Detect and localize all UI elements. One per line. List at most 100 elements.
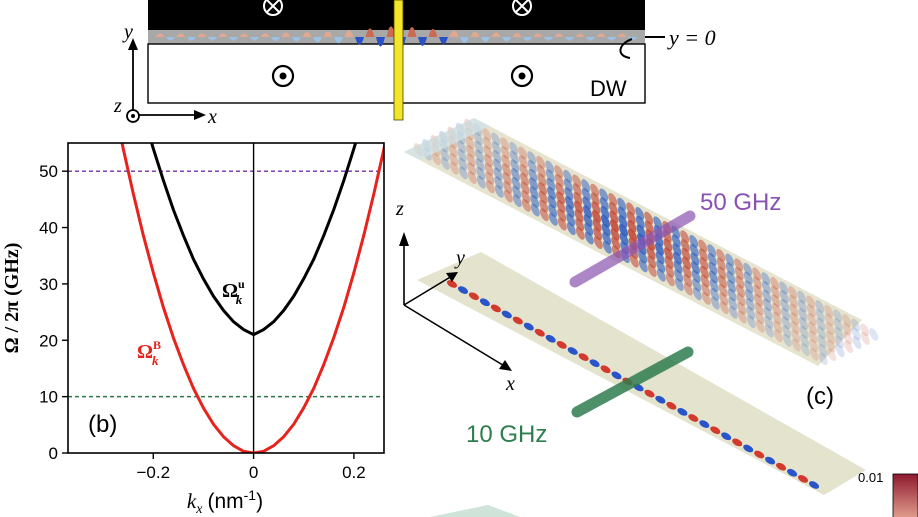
field-blob-50ghz: [629, 254, 639, 268]
field-blob-50ghz: [548, 204, 558, 218]
field-blob-50ghz: [708, 261, 718, 275]
field-blob-50ghz: [548, 212, 558, 226]
field-blob-50ghz: [683, 273, 693, 287]
field-blob-50ghz: [590, 192, 600, 206]
colorbar: [892, 473, 918, 517]
field-blob-50ghz: [593, 236, 603, 250]
field-blob-10ghz: [666, 401, 677, 410]
field-blob-50ghz: [681, 247, 691, 261]
field-blob-50ghz: [826, 330, 835, 344]
field-blob-50ghz: [566, 213, 576, 227]
field-blob-50ghz: [728, 297, 738, 311]
wave-lobe: [449, 30, 459, 37]
field-blob-50ghz: [689, 243, 699, 257]
field-blob-50ghz: [573, 191, 583, 205]
field-blob-50ghz: [574, 209, 584, 223]
field-blob-50ghz: [746, 315, 756, 329]
field-blob-50ghz: [466, 144, 475, 158]
field-blob-50ghz: [626, 202, 636, 216]
field-blob-50ghz: [824, 304, 834, 318]
field-blob-50ghz: [431, 152, 441, 166]
field-blob-50ghz: [753, 284, 763, 298]
field-blob-50ghz: [590, 183, 600, 197]
spin-wave-lobes: [155, 26, 637, 49]
field-blob-50ghz: [554, 165, 564, 179]
field-blob-50ghz: [618, 215, 628, 229]
field-blob-50ghz: [565, 204, 575, 218]
field-blob-50ghz: [647, 264, 657, 277]
field-blob-50ghz: [555, 182, 565, 196]
field-blob-50ghz: [799, 325, 809, 339]
field-blob-50ghz: [755, 319, 765, 333]
series-label-omega-u: Ωu k: [222, 277, 245, 307]
field-blob-50ghz: [593, 227, 603, 241]
field-blob-50ghz: [808, 321, 817, 335]
field-blob-50ghz: [718, 275, 727, 288]
field-blob-10ghz: [501, 310, 512, 319]
field-blob-10ghz: [688, 414, 699, 422]
field-blob-50ghz: [707, 244, 717, 258]
field-blob-50ghz: [709, 270, 718, 284]
field-blob-50ghz: [521, 198, 531, 212]
field-blob-50ghz: [673, 251, 682, 265]
field-blob-50ghz: [644, 211, 654, 225]
field-blob-50ghz: [518, 155, 528, 169]
field-blob-50ghz: [474, 140, 484, 154]
sheet-50ghz-pattern: [404, 118, 879, 366]
field-blob-50ghz: [457, 148, 467, 162]
field-blob-10ghz: [457, 286, 469, 294]
field-blob-50ghz: [536, 164, 546, 178]
field-blob-10ghz: [545, 334, 556, 343]
axis-z-label-a: z: [113, 95, 122, 117]
field-blob-50ghz: [503, 189, 513, 203]
field-blob-50ghz: [529, 186, 539, 200]
field-blob-50ghz: [815, 308, 825, 322]
wave-lobe: [239, 33, 249, 37]
field-blob-50ghz: [725, 262, 735, 276]
field-blob-50ghz: [501, 154, 511, 168]
field-blob-50ghz: [833, 309, 843, 323]
field-blob-50ghz: [770, 276, 780, 290]
field-blob-50ghz: [617, 206, 627, 220]
field-blob-50ghz: [491, 141, 501, 155]
field-blob-50ghz: [716, 257, 726, 271]
field-blob-50ghz: [610, 219, 619, 233]
field-blob-50ghz: [763, 307, 773, 320]
field-blob-50ghz: [602, 240, 612, 254]
field-blob-50ghz: [539, 208, 549, 222]
field-blob-50ghz: [466, 153, 476, 167]
field-blob-50ghz: [806, 295, 816, 309]
field-blob-50ghz: [626, 211, 636, 225]
field-blob-50ghz: [727, 279, 736, 293]
field-blob-50ghz: [592, 218, 602, 232]
field-blob-50ghz: [701, 283, 711, 297]
field-blob-50ghz: [699, 257, 709, 270]
field-blob-50ghz: [725, 253, 735, 267]
series-u-sub: k: [236, 292, 243, 307]
field-blob-50ghz: [656, 268, 666, 282]
field-blob-10ghz: [490, 304, 501, 313]
field-blob-50ghz: [789, 303, 799, 317]
field-blob-50ghz: [746, 306, 756, 320]
field-blob-50ghz: [788, 286, 798, 300]
field-blob-50ghz: [646, 246, 656, 260]
field-blob-50ghz: [665, 264, 675, 278]
panel-label-b: (b): [88, 411, 117, 438]
field-blob-10ghz: [808, 481, 820, 489]
field-blob-50ghz: [842, 322, 852, 336]
field-blob-50ghz: [502, 163, 511, 177]
field-blob-10ghz: [710, 426, 721, 435]
field-blob-50ghz: [818, 352, 828, 366]
field-blob-50ghz: [600, 205, 610, 219]
field-blob-50ghz: [692, 278, 702, 292]
field-blob-50ghz: [485, 171, 495, 185]
field-blob-50ghz: [653, 216, 663, 230]
field-blob-50ghz: [583, 205, 592, 219]
wave-lobe: [208, 37, 217, 41]
field-blob-50ghz: [772, 303, 781, 316]
field-blob-50ghz: [636, 224, 646, 238]
field-blob-50ghz: [584, 222, 594, 236]
field-blob-50ghz: [473, 132, 483, 145]
field-blob-50ghz: [494, 184, 504, 198]
dw-label: DW: [590, 76, 627, 101]
